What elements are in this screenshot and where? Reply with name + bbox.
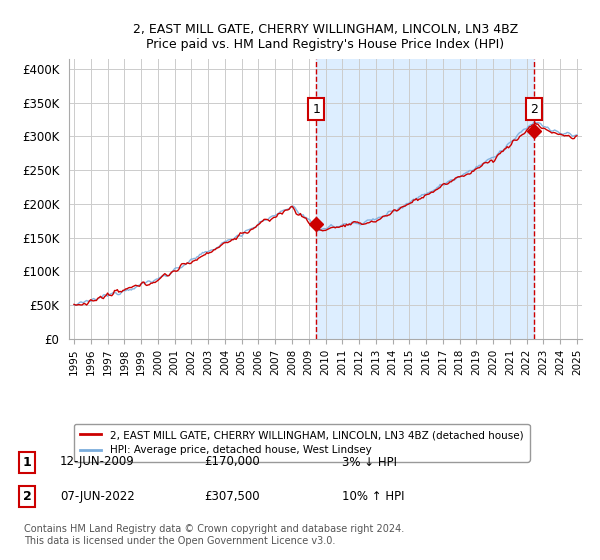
Legend: 2, EAST MILL GATE, CHERRY WILLINGHAM, LINCOLN, LN3 4BZ (detached house), HPI: Av: 2, EAST MILL GATE, CHERRY WILLINGHAM, LI… — [74, 424, 530, 461]
Text: 3% ↓ HPI: 3% ↓ HPI — [342, 455, 397, 469]
Bar — [316, 59, 534, 339]
Text: 1: 1 — [23, 455, 31, 469]
Text: Contains HM Land Registry data © Crown copyright and database right 2024.
This d: Contains HM Land Registry data © Crown c… — [24, 524, 404, 546]
Text: £307,500: £307,500 — [204, 490, 260, 503]
Text: 2: 2 — [530, 102, 538, 116]
Text: 10% ↑ HPI: 10% ↑ HPI — [342, 490, 404, 503]
Text: 1: 1 — [312, 102, 320, 116]
Text: £170,000: £170,000 — [204, 455, 260, 469]
Title: 2, EAST MILL GATE, CHERRY WILLINGHAM, LINCOLN, LN3 4BZ
Price paid vs. HM Land Re: 2, EAST MILL GATE, CHERRY WILLINGHAM, LI… — [133, 23, 518, 51]
Text: 12-JUN-2009: 12-JUN-2009 — [60, 455, 135, 469]
Text: 07-JUN-2022: 07-JUN-2022 — [60, 490, 135, 503]
Text: 2: 2 — [23, 490, 31, 503]
